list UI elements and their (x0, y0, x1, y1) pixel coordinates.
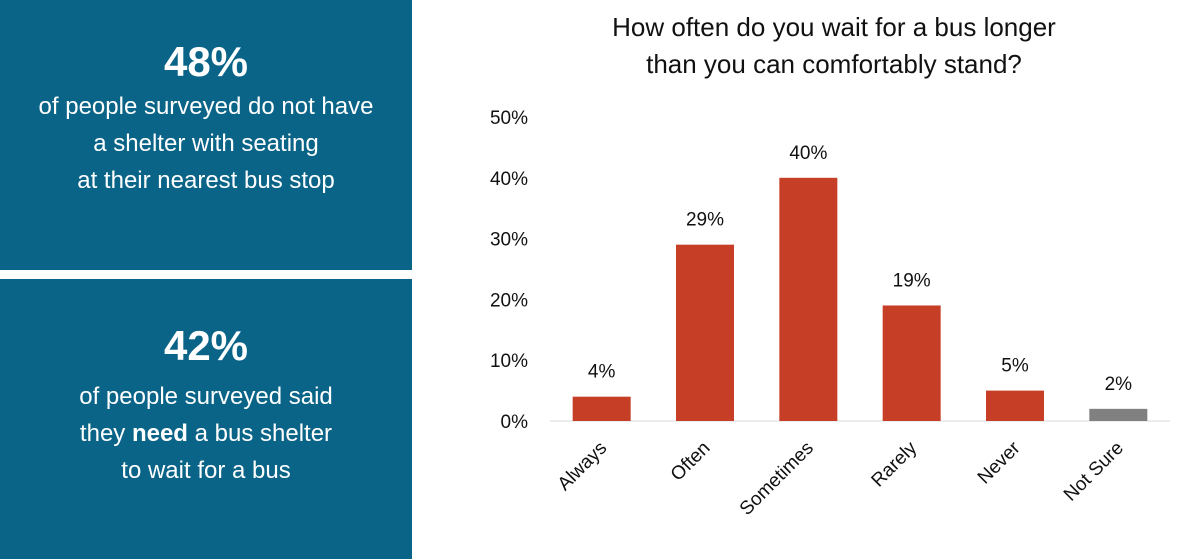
x-tick-label: Always (554, 438, 611, 495)
stat-text-suffix: a bus shelter (187, 420, 333, 447)
y-tick-label: 30% (490, 230, 528, 251)
bar-never (986, 390, 1044, 421)
data-label: 29% (686, 210, 724, 231)
data-label: 4% (588, 362, 616, 383)
stat-panel-need-shelter: 42% of people surveyed said they need a … (0, 279, 412, 559)
bar-sometimes (779, 177, 838, 421)
stat-panel-shelter-seating: 48% of people surveyed do not have a she… (0, 0, 412, 270)
x-tick-label: Not Sure (1060, 438, 1128, 506)
chart-title-line-1: How often do you wait for a bus longer (612, 12, 1056, 42)
bar-always (572, 396, 631, 421)
stat-text-line: of people surveyed do not have (38, 93, 374, 120)
data-labels: 4% 29% 40% 19% 5% 2% (588, 143, 1132, 395)
stat-text-line: they need a bus shelter (0, 415, 412, 452)
stat-text-emphasis: need (131, 420, 188, 447)
x-tick-label: Rarely (868, 437, 922, 491)
y-tick-label: 10% (490, 351, 528, 372)
bar-chart: How often do you wait for a bus longer t… (490, 12, 1170, 520)
x-axis: Always Often Sometimes Rarely Never Not Sure (554, 437, 1128, 520)
y-axis: 0% 10% 20% 30% 40% 50% (490, 108, 528, 433)
y-tick-label: 20% (490, 290, 528, 311)
data-label: 2% (1105, 374, 1133, 395)
stat-value: 48% (163, 38, 249, 85)
y-tick-label: 40% (490, 169, 528, 190)
x-tick-label: Never (974, 437, 1025, 488)
x-tick-label: Sometimes (736, 438, 818, 520)
bar-not-sure (1089, 408, 1148, 421)
chart-title-line-2: than you can comfortably stand? (646, 49, 1022, 79)
bar-rarely (882, 305, 941, 421)
y-tick-label: 0% (501, 412, 529, 433)
data-label: 19% (893, 270, 931, 291)
x-tick-label: Often (667, 438, 715, 486)
data-label: 5% (1001, 356, 1029, 377)
y-tick-label: 50% (490, 108, 528, 129)
bar-series (572, 177, 1148, 421)
stat-value: 42% (163, 322, 249, 369)
bar-often (676, 244, 734, 421)
stat-text-line: a shelter with seating (93, 130, 319, 157)
stat-text-line: of people surveyed said (79, 383, 333, 410)
stat-text-line: to wait for a bus (121, 457, 291, 484)
stat-text-prefix: they (79, 420, 132, 447)
stat-text-line: at their nearest bus stop (77, 167, 335, 194)
data-label: 40% (789, 143, 827, 164)
